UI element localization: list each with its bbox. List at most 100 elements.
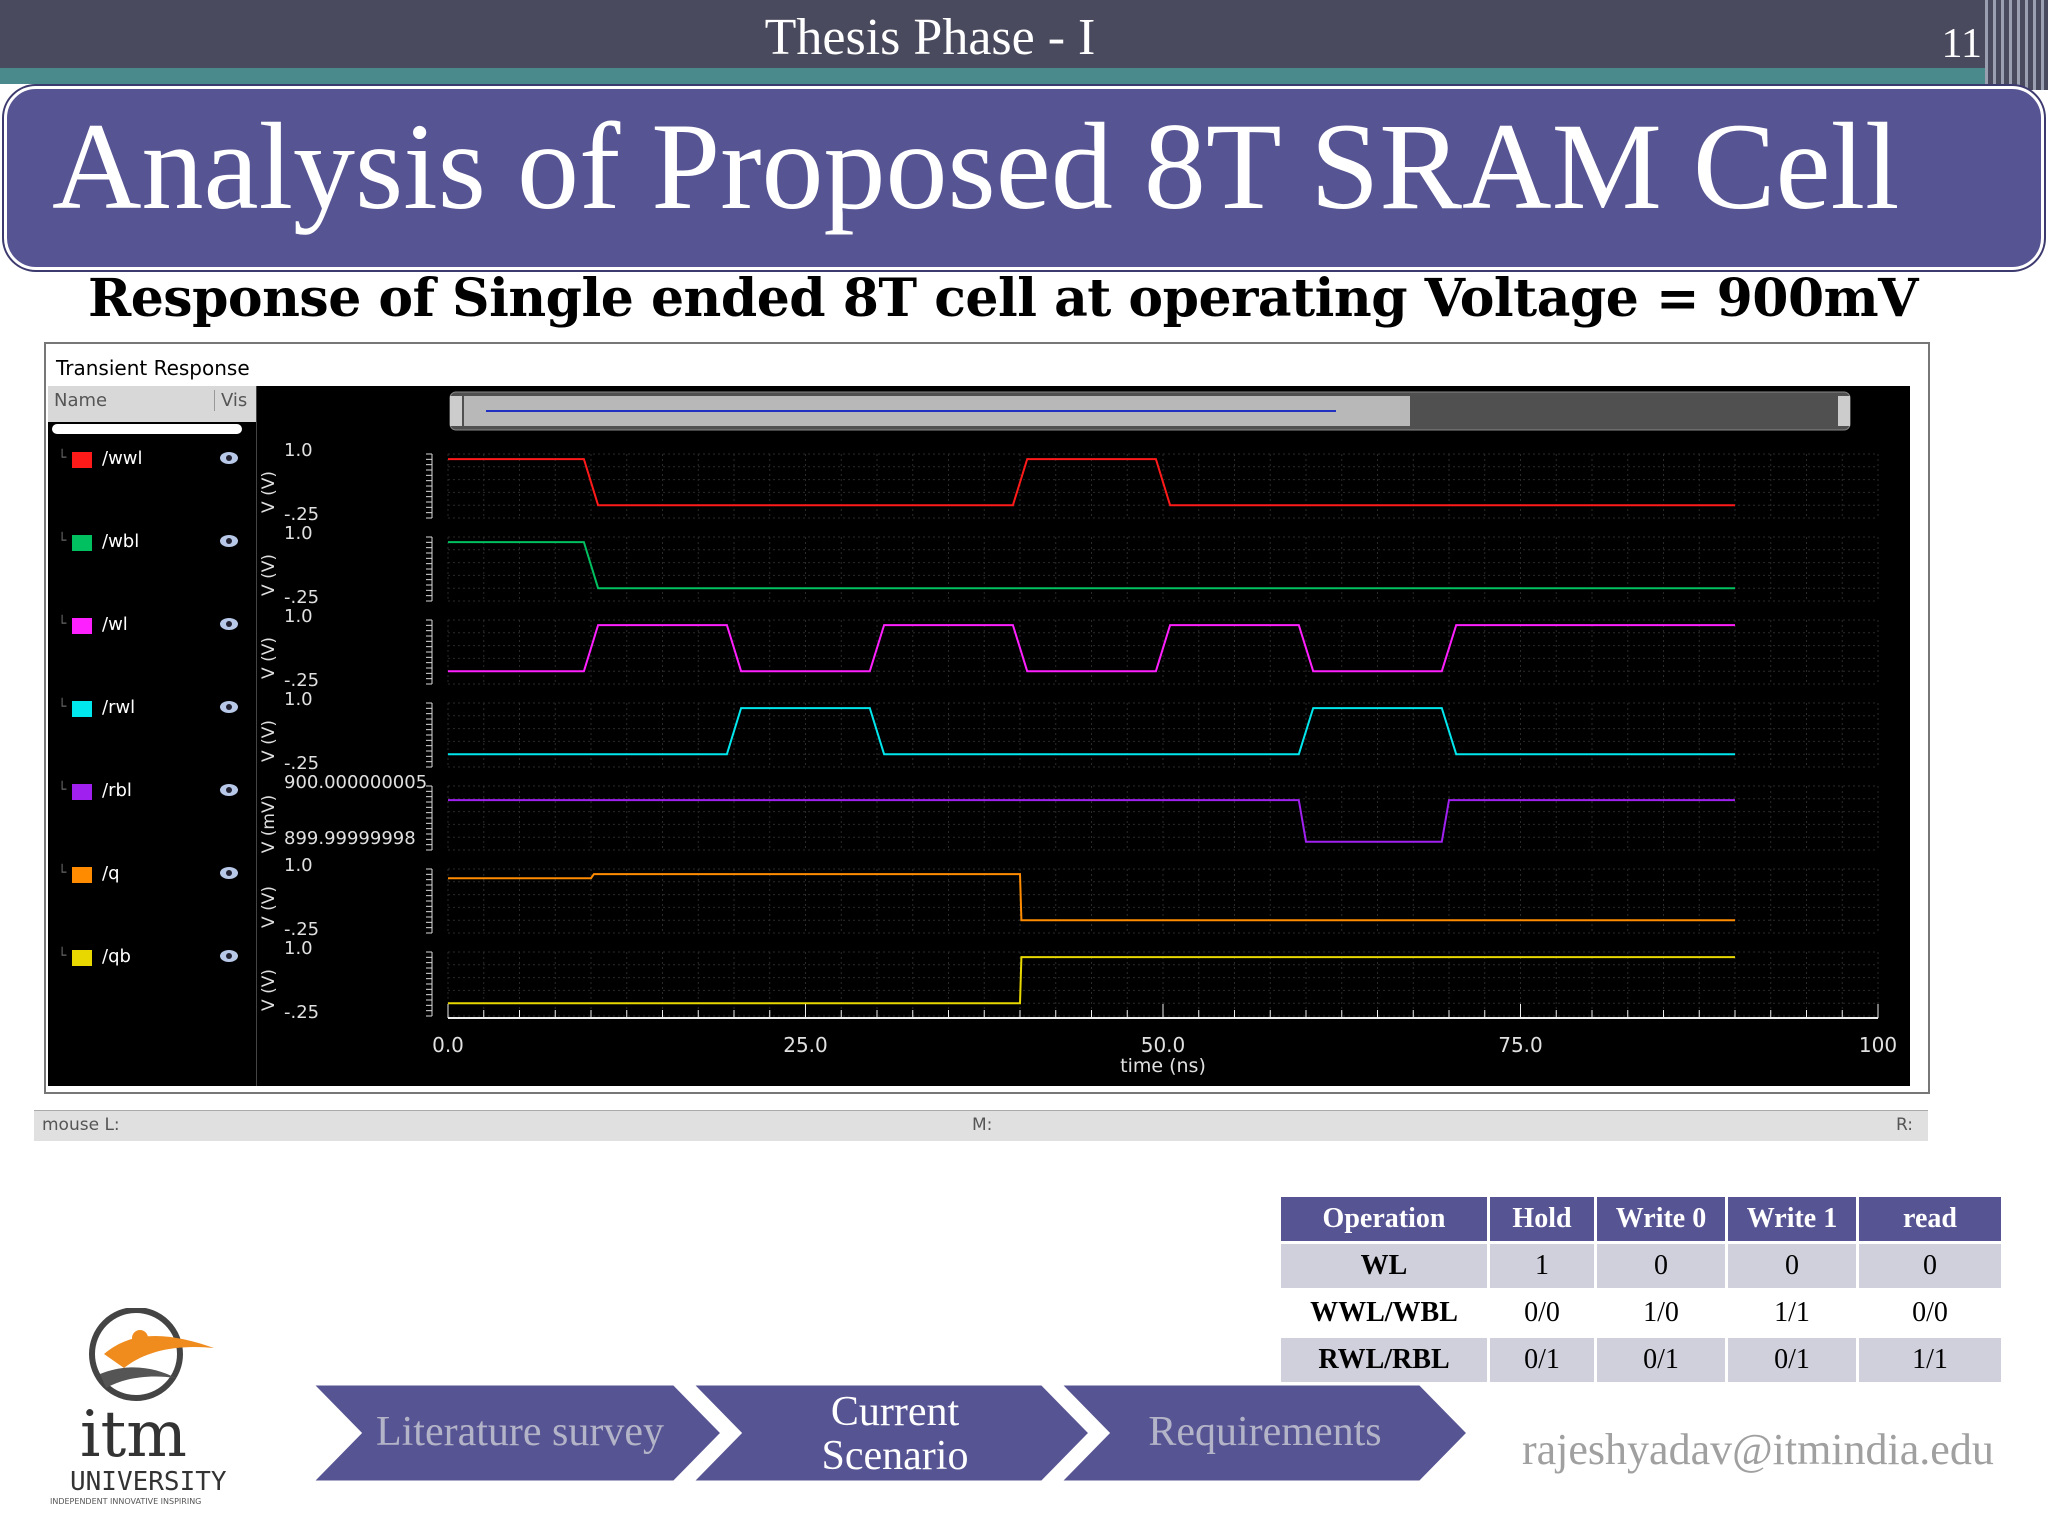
tree-connector: └ [58, 450, 67, 466]
y-axis [426, 453, 433, 519]
color-swatch [72, 784, 92, 800]
scroll-right-handle[interactable] [1838, 396, 1850, 426]
table-cell: 0 [1859, 1244, 2001, 1288]
y-tick-label-top: 1.0 [284, 440, 313, 461]
signal-list-item[interactable]: └ /wwl [58, 448, 248, 474]
table-row: WL 1 0 0 0 [1281, 1244, 2001, 1288]
operation-table: Operation Hold Write 0 Write 1 read WL 1… [1278, 1194, 2004, 1385]
signal-list-item[interactable]: └ /wl [58, 614, 248, 640]
y-tick-label-bottom: 899.99999998 [284, 828, 416, 849]
color-swatch [72, 701, 92, 717]
table-header-cell: Hold [1490, 1197, 1594, 1241]
panel-grid [447, 619, 1879, 685]
nav-current-label: Current Scenario [760, 1390, 1030, 1478]
x-tick-label: 50.0 [1141, 1033, 1186, 1057]
footer-email: rajeshyadav@itmindia.edu [1522, 1425, 1994, 1474]
y-tick-label-top: 1.0 [284, 938, 313, 959]
panel-grid [447, 453, 1879, 519]
waveform-wl [448, 624, 1735, 673]
signal-name: /wbl [102, 531, 140, 552]
y-axis [426, 785, 433, 851]
visibility-eye-icon[interactable] [220, 867, 238, 879]
panel-grid [447, 785, 1879, 851]
y-tick-label-top: 1.0 [284, 606, 313, 627]
top-bar [0, 0, 2048, 70]
y-axis-label: V (V) [259, 886, 279, 928]
y-tick-label-top: 1.0 [284, 689, 313, 710]
y-axis-label: V (mV) [259, 795, 279, 854]
waveform-chart: V (V)1.0-.25V (V)1.0-.25V (V)1.0-.25V (V… [259, 391, 1897, 1077]
tree-connector: └ [58, 948, 67, 964]
y-tick-label-bottom: -.25 [284, 919, 319, 940]
header-title: Thesis Phase - I [764, 9, 1096, 66]
table-cell: 0 [1597, 1244, 1725, 1288]
signal-name: /rbl [102, 780, 132, 801]
x-tick-label: 75.0 [1498, 1033, 1543, 1057]
name-column-header[interactable]: Name [54, 390, 108, 411]
color-swatch [72, 950, 92, 966]
vis-column-header[interactable]: Vis [214, 390, 247, 411]
list-scrollbar[interactable] [52, 424, 242, 434]
signal-list-panel [48, 386, 257, 1086]
signal-list-header: Name Vis [48, 386, 256, 422]
table-header-cell: Operation [1281, 1197, 1487, 1241]
y-axis [426, 951, 433, 1017]
table-row: WWL/WBL 0/0 1/0 1/1 0/0 [1281, 1291, 2001, 1335]
panel-grid [447, 536, 1879, 602]
x-tick-label: 25.0 [783, 1033, 828, 1057]
y-tick-label-bottom: -.25 [284, 504, 319, 525]
nav-literature-button[interactable] [312, 1384, 725, 1482]
waveform-wbl [448, 541, 1735, 590]
nav-current-button[interactable] [689, 1384, 1093, 1482]
signal-list-item[interactable]: └ /rbl [58, 780, 248, 806]
nav-literature-label: Literature survey [375, 1409, 665, 1455]
y-tick-label-top: 1.0 [284, 855, 313, 876]
signal-name: /rwl [102, 697, 136, 718]
y-axis [426, 702, 433, 768]
visibility-eye-icon[interactable] [220, 452, 238, 464]
panel-grid [447, 702, 1879, 768]
signal-list-item[interactable]: └ /qb [58, 946, 248, 972]
slide-title: Analysis of Proposed 8T SRAM Cell [52, 98, 1900, 235]
tree-connector: └ [58, 782, 67, 798]
logo-university: UNIVERSITY [70, 1467, 227, 1497]
table-cell: 0/1 [1490, 1338, 1594, 1382]
y-axis [426, 536, 433, 602]
panel-grid [447, 868, 1879, 934]
corner-stripes [1985, 0, 2048, 90]
y-axis-label: V (V) [259, 471, 279, 513]
logo-emblem-icon: itm UNIVERSITY INDEPENDENT INNOVATIVE IN… [50, 1307, 227, 1506]
scroll-left-handle[interactable] [450, 396, 462, 426]
y-axis-label: V (V) [259, 554, 279, 596]
visibility-eye-icon[interactable] [220, 701, 238, 713]
nav-current-line1: Current [830, 1389, 960, 1435]
visibility-eye-icon[interactable] [220, 618, 238, 630]
y-axis [426, 619, 433, 685]
waveform-rwl [448, 707, 1735, 756]
table-cell: 1/1 [1859, 1338, 2001, 1382]
window-title: Transient Response [56, 356, 250, 380]
table-cell: 0/0 [1859, 1291, 2001, 1335]
signal-name: /wwl [102, 448, 143, 469]
y-tick-label-bottom: -.25 [284, 587, 319, 608]
visibility-eye-icon[interactable] [220, 950, 238, 962]
table-cell: 1/1 [1728, 1291, 1856, 1335]
visibility-eye-icon[interactable] [220, 784, 238, 796]
table-header-cell: read [1859, 1197, 2001, 1241]
table-cell: 0 [1728, 1244, 1856, 1288]
title-banner [4, 86, 2044, 270]
slide-number: 11 [1941, 21, 1982, 67]
slide-subtitle: Response of Single ended 8T cell at oper… [88, 268, 1919, 329]
table-cell: 1/0 [1597, 1291, 1725, 1335]
visibility-eye-icon[interactable] [220, 535, 238, 547]
table-cell: 0/1 [1728, 1338, 1856, 1382]
signal-list-item[interactable]: └ /wbl [58, 531, 248, 557]
logo-wordmark: itm [80, 1398, 187, 1472]
signal-list-item[interactable]: └ /q [58, 863, 248, 889]
table-cell: 0/1 [1597, 1338, 1725, 1382]
y-tick-label-top: 1.0 [284, 523, 313, 544]
y-axis [426, 868, 433, 934]
nav-requirements-button[interactable] [1057, 1384, 1471, 1482]
signal-list-item[interactable]: └ /rwl [58, 697, 248, 723]
table-header-cell: Write 1 [1728, 1197, 1856, 1241]
